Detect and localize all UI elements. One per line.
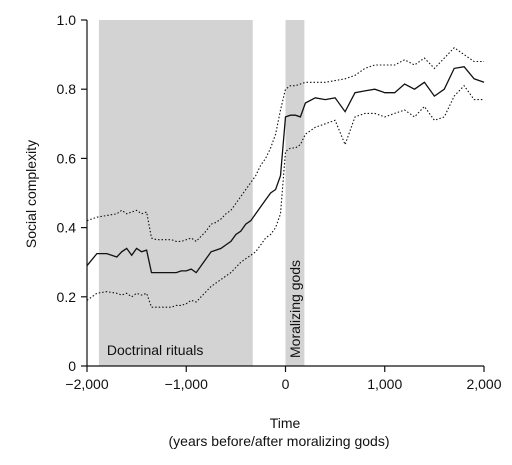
x-tick-label: 1,000 <box>367 376 402 392</box>
axes <box>81 19 485 372</box>
region-label-doctrinal-rituals: Doctrinal rituals <box>107 342 203 358</box>
region-labels: Doctrinal rituals Moralizing gods <box>107 260 303 358</box>
tick-labels: 0 0.2 0.4 0.6 0.8 1.0 −2,000 −1,000 0 1,000 2,000 <box>57 12 502 392</box>
x-tick-label: 2,000 <box>466 376 501 392</box>
series-layer <box>86 46 485 308</box>
shaded-region-1 <box>98 20 253 366</box>
series-line-lower-bound <box>86 84 484 308</box>
region-label-moralizing-gods: Moralizing gods <box>287 260 303 358</box>
y-tick-label: 0.8 <box>57 81 77 97</box>
y-tick-label: 0.4 <box>57 220 77 236</box>
series-line-mean <box>86 65 485 274</box>
x-tick-label: −1,000 <box>165 376 208 392</box>
x-tick-label: 0 <box>282 376 290 392</box>
y-tick-label: 0 <box>68 358 76 374</box>
shaded-region-2 <box>285 20 305 366</box>
y-tick-label: 0.6 <box>57 150 77 166</box>
y-tick-label: 0.2 <box>57 289 77 305</box>
shaded-regions <box>98 20 305 366</box>
x-axis-sublabel: (years before/after moralizing gods) <box>169 433 390 449</box>
x-tick-label: −2,000 <box>65 376 108 392</box>
y-tick-label: 1.0 <box>57 12 77 28</box>
x-axis-label: Time <box>270 415 301 431</box>
y-axis-label: Social complexity <box>23 140 39 248</box>
